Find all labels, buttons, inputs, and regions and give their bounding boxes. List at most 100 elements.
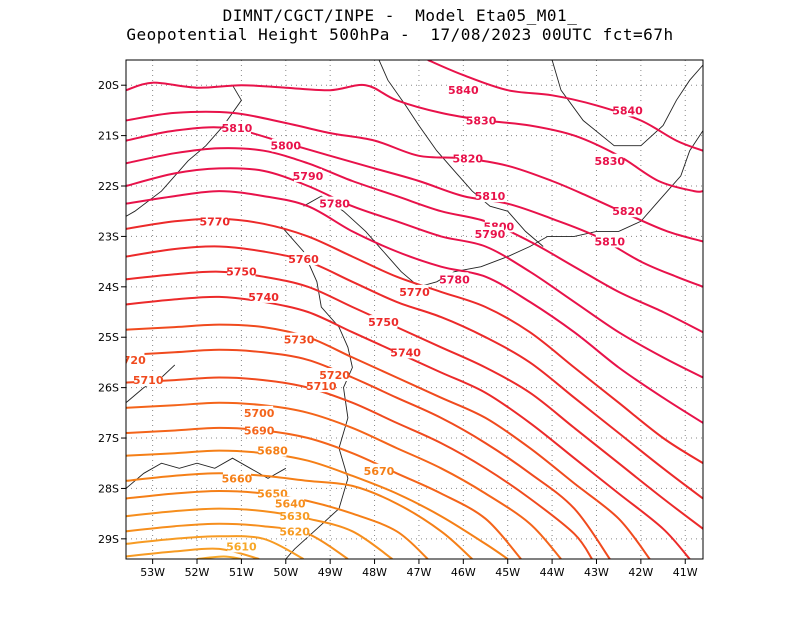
- contour-line-5780: [126, 190, 703, 424]
- contour-line-5630: [126, 535, 304, 559]
- contour-label-bg: [440, 272, 469, 286]
- lat-tick-label: 26S: [98, 382, 119, 395]
- contour-label-bg: [475, 226, 504, 240]
- contour-label: 5800: [270, 140, 301, 153]
- lon-tick-label: 49W: [318, 566, 343, 579]
- contour-label-bg: [595, 153, 624, 167]
- contour-label: 5780: [439, 273, 470, 286]
- contour-label: 5830: [466, 114, 497, 127]
- lon-tick-label: 45W: [495, 566, 520, 579]
- contour-label-bg: [391, 345, 420, 359]
- contour-label-bg: [126, 352, 145, 366]
- contour-label-bg: [364, 463, 393, 477]
- contour-label-bg: [280, 509, 309, 523]
- contour-label-bg: [227, 264, 256, 278]
- contour-label-bg: [320, 196, 349, 210]
- lat-tick-label: 29S: [98, 533, 119, 546]
- contour-label: 5840: [612, 104, 643, 117]
- contour-label: 5670: [364, 465, 395, 478]
- contour-line-5610: [196, 555, 242, 559]
- contour-label-bg: [222, 471, 251, 485]
- contour-label-bg: [245, 423, 274, 437]
- contour-label: 5810: [594, 235, 625, 248]
- coastline-segment: [126, 84, 242, 217]
- contour-label: 5770: [199, 215, 230, 228]
- contour-line-5750: [126, 270, 703, 530]
- contour-label: 5660: [222, 472, 253, 485]
- contour-label: 5840: [448, 84, 479, 97]
- lon-tick-label: 50W: [273, 566, 298, 579]
- lon-tick-label: 43W: [584, 566, 609, 579]
- coastline-segment: [551, 60, 703, 147]
- lon-tick-label: 53W: [140, 566, 165, 579]
- contour-line-5840: [427, 60, 703, 152]
- contour-label: 5750: [226, 266, 257, 279]
- coastline-segment: [454, 130, 703, 273]
- contour-label: 5820: [612, 205, 643, 218]
- contour-label-bg: [369, 315, 398, 329]
- contour-label-bg: [613, 103, 642, 117]
- contour-layer: [126, 60, 703, 559]
- contour-label: 5720: [319, 369, 350, 382]
- contour-line-5690: [126, 426, 522, 559]
- contour-line-5720: [126, 348, 611, 559]
- contour-label-bg: [595, 234, 624, 248]
- lon-tick-label: 52W: [185, 566, 210, 579]
- contour-label-bg: [293, 168, 322, 182]
- contour-label-bg: [400, 284, 429, 298]
- contour-line-5800: [126, 147, 703, 334]
- lon-tick-label: 47W: [407, 566, 432, 579]
- contour-label: 5780: [319, 198, 350, 211]
- contour-line-5680: [126, 449, 509, 559]
- contour-label: 5790: [475, 228, 506, 241]
- lat-tick-label: 23S: [98, 230, 119, 243]
- contour-label-bg: [289, 252, 318, 266]
- contour-label-bg: [467, 113, 496, 127]
- lon-tick-label: 42W: [628, 566, 653, 579]
- contour-label: 5700: [244, 407, 275, 420]
- contour-label-bg: [475, 189, 504, 203]
- lon-tick-label: 41W: [673, 566, 698, 579]
- contour-line-5700: [126, 401, 562, 559]
- contour-label-bg: [245, 405, 274, 419]
- contour-label-bg: [227, 539, 256, 553]
- contour-label-bg: [453, 151, 482, 165]
- contour-label: 5740: [390, 346, 421, 359]
- contour-line-5740: [126, 295, 691, 559]
- contour-line-5640: [126, 522, 349, 559]
- contour-line-5650: [126, 507, 393, 559]
- lat-tick-label: 25S: [98, 331, 119, 344]
- contour-line-5710: [126, 376, 593, 559]
- plot-frame: [125, 59, 704, 560]
- contour-line-5760: [126, 245, 703, 500]
- contour-label: 5720: [115, 354, 146, 367]
- lat-tick-label: 21S: [98, 130, 119, 143]
- lon-tick-label: 51W: [229, 566, 254, 579]
- contour-label-bg: [222, 121, 251, 135]
- contour-label-bg: [280, 524, 309, 538]
- contour-label-bg: [200, 214, 229, 228]
- contour-label: 5740: [248, 291, 279, 304]
- lon-tick-label: 44W: [540, 566, 565, 579]
- contour-label: 5690: [244, 424, 275, 437]
- contour-label-bg: [320, 368, 349, 382]
- contour-label: 5810: [475, 190, 506, 203]
- coastline-segment: [507, 210, 544, 247]
- contour-label: 5760: [288, 253, 319, 266]
- contour-label-bg: [271, 138, 300, 152]
- contour-label: 5610: [226, 540, 257, 553]
- contour-label: 5710: [306, 380, 337, 393]
- lat-tick-label: 28S: [98, 482, 119, 495]
- contour-label-bg: [285, 332, 314, 346]
- contour-label-bg: [307, 379, 336, 393]
- contour-label: 5790: [293, 170, 324, 183]
- contour-label: 5640: [275, 498, 306, 511]
- contour-label: 5730: [284, 334, 315, 347]
- contour-label: 5830: [594, 155, 625, 168]
- lat-tick-label: 27S: [98, 432, 119, 445]
- contour-label: 5710: [133, 374, 164, 387]
- contour-label-bg: [134, 373, 163, 387]
- lat-tick-label: 22S: [98, 180, 119, 193]
- plot-area: [126, 60, 703, 559]
